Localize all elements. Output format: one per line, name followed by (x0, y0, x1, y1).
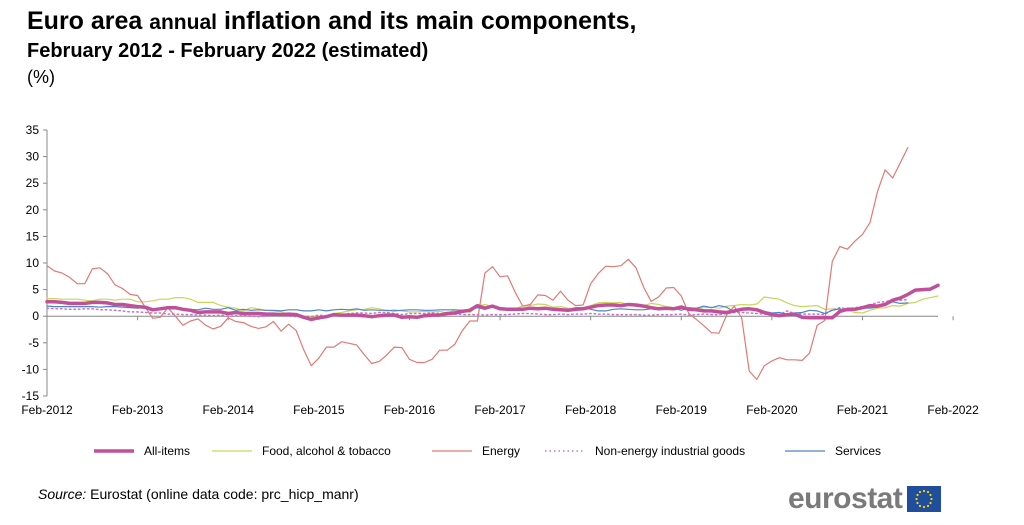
series-line-all-items (45, 283, 940, 322)
chart-title: Euro area annual inflation and its main … (27, 6, 636, 38)
legend-label: Non-energy industrial goods (595, 444, 745, 458)
eu-flag-icon (907, 486, 942, 512)
y-tick-label: 0 (32, 309, 39, 323)
x-tick-label: Feb-2021 (837, 403, 889, 417)
x-tick-label: Feb-2014 (203, 403, 255, 417)
y-tick-label: 5 (32, 283, 39, 297)
source-note: Source: Eurostat (online data code: prc_… (38, 486, 359, 502)
y-tick-label: -15 (22, 389, 40, 403)
x-tick-label: Feb-2012 (21, 403, 73, 417)
eurostat-logo: eurostat (788, 482, 942, 515)
x-tick-label: Feb-2017 (474, 403, 526, 417)
y-tick-label: 30 (26, 150, 40, 164)
chart-subtitle: February 2012 - February 2022 (estimated… (27, 40, 429, 62)
chart-header: Euro area annual inflation and its main … (27, 6, 636, 90)
x-tick-label: Feb-2018 (565, 403, 617, 417)
logo-text: eurostat (788, 482, 903, 515)
legend-label: Food, alcohol & tobacco (262, 444, 391, 458)
source-text: Eurostat (online data code: prc_hicp_man… (90, 486, 359, 502)
y-tick-label: 20 (26, 203, 40, 217)
y-tick-label: -10 (22, 362, 40, 376)
x-tick-label: Feb-2019 (656, 403, 708, 417)
source-label: Source: (38, 486, 87, 502)
x-tick-label: Feb-2015 (293, 403, 345, 417)
y-tick-label: 10 (26, 256, 40, 270)
x-tick-label: Feb-2020 (746, 403, 798, 417)
x-tick-label: Feb-2016 (384, 403, 436, 417)
title-part2: inflation and its main components, (223, 7, 637, 35)
title-small: annual (149, 11, 217, 34)
unit-label: (%) (27, 67, 55, 87)
y-tick-label: 25 (26, 176, 40, 190)
series-line-energy (46, 147, 909, 381)
x-tick-label: Feb-2013 (112, 403, 164, 417)
title-part1: Euro area (27, 7, 143, 35)
legend-label: Services (835, 444, 881, 458)
y-tick-label: 15 (26, 229, 40, 243)
x-tick-label: Feb-2022 (927, 403, 979, 417)
y-tick-label: 35 (26, 123, 40, 137)
legend-label: All-items (144, 444, 190, 458)
y-tick-label: -5 (28, 336, 39, 350)
legend-label: Energy (482, 444, 520, 458)
